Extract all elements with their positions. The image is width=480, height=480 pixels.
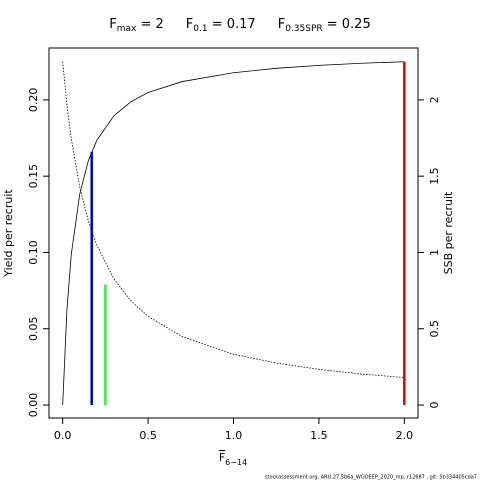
y2-tick-label: 2: [428, 96, 441, 103]
y-axis-label: Yield per recruit: [2, 189, 15, 278]
title-subscript: max: [117, 24, 137, 34]
x-label-symbol: F: [219, 451, 225, 464]
title-value: = 0.17: [208, 17, 256, 32]
y-tick-label: 0.20: [27, 88, 40, 113]
chart-title: Fmax = 2 F0.1 = 0.17 F0.35SPR = 0.25: [109, 17, 370, 34]
y-tick-label: 0.15: [27, 164, 40, 189]
y2-tick-label: 1.5: [428, 167, 441, 185]
y-tick-label: 0.05: [27, 316, 40, 341]
x-tick-label: 0.5: [139, 429, 157, 442]
x-tick-label: 1.5: [310, 429, 328, 442]
title-value: = 2: [136, 17, 163, 32]
y-tick-label: 0.10: [27, 240, 40, 265]
x-tick-label: 0.0: [54, 429, 72, 442]
y2-axis-label: SSB per recruit: [442, 191, 455, 274]
title-subscript: 0.1: [193, 24, 207, 34]
title-subscript: 0.35SPR: [285, 24, 322, 34]
y2-tick-label: 0: [428, 402, 441, 409]
title-symbol: F: [186, 17, 193, 32]
footer: stockassessment.org, ARU.27.5b6a_WGDEEP_…: [265, 475, 477, 480]
title-symbol: F: [278, 17, 285, 32]
x-label-subscript: 6−14: [225, 458, 247, 467]
y2-tick-label: 1: [428, 249, 441, 256]
title-value: = 0.25: [323, 17, 371, 32]
x-tick-label: 2.0: [396, 429, 414, 442]
x-axis-label: F6−14: [219, 451, 247, 467]
y2-tick-label: 0.5: [428, 320, 441, 338]
ssb-curve: [62, 61, 405, 378]
y-tick-label: 0.00: [27, 393, 40, 418]
yield-curve: [62, 61, 405, 406]
x-tick-label: 1.0: [225, 429, 243, 442]
title-symbol: F: [109, 17, 116, 32]
